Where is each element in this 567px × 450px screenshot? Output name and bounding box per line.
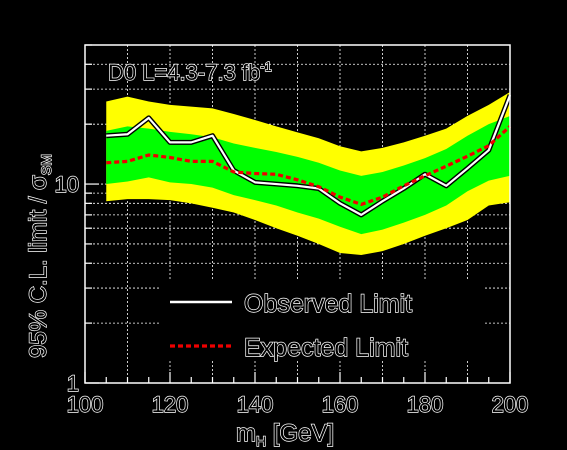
- luminosity-annotation: D0 L=4.3-7.3 fb-1: [108, 59, 272, 85]
- luminosity-annotation-sup: -1: [260, 59, 272, 74]
- legend: Observed Limit Expected Limit: [160, 280, 485, 363]
- luminosity-annotation-text: D0 L=4.3-7.3 fb: [108, 60, 260, 85]
- legend-expected-label: Expected Limit: [244, 334, 408, 362]
- band-one-sigma: [106, 115, 510, 235]
- bands: [106, 92, 510, 255]
- y-tick-label: 10: [55, 172, 79, 197]
- y-tick-label: 1: [67, 371, 79, 396]
- x-tick-label: 180: [407, 392, 444, 417]
- legend-observed-label: Observed Limit: [244, 290, 412, 318]
- x-axis-label-unit: [GeV]: [266, 420, 334, 447]
- x-tick-label: 200: [492, 392, 529, 417]
- axis-ticks: 100 120 140 160 180 200 1 10: [54, 44, 529, 418]
- x-tick-label: 100: [67, 392, 104, 417]
- x-axis-label-sub: H: [256, 433, 266, 449]
- observed-line: [106, 94, 512, 216]
- x-tick-label: 160: [322, 392, 359, 417]
- y-axis-label-main: 95% C.L. limit / σ: [25, 175, 52, 358]
- expected-line: [106, 125, 512, 207]
- x-axis-label: mH [GeV]: [236, 420, 334, 449]
- y-axis-label: 95% C.L. limit / σSM: [25, 154, 54, 358]
- x-tick-label: 120: [152, 392, 189, 417]
- y-axis-label-sub: SM: [38, 154, 54, 175]
- series-lines: [106, 94, 513, 218]
- x-axis-label-main: m: [236, 420, 256, 447]
- x-tick-label: 140: [237, 392, 274, 417]
